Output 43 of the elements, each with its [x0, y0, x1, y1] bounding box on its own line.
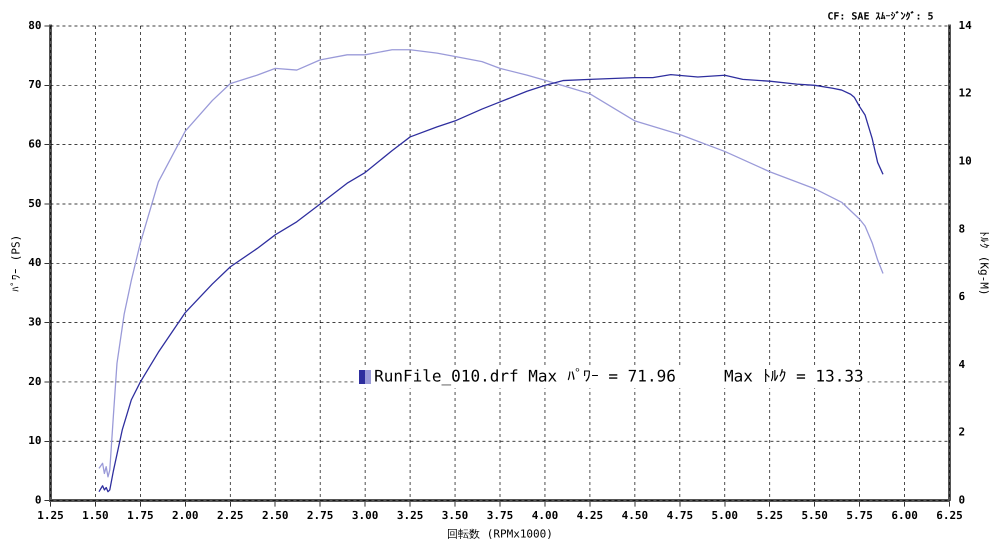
y-axis-title: ﾊﾟﾜｰ (PS)	[9, 234, 22, 292]
y2-tick-label: 10	[958, 154, 972, 168]
x-tick-label: 5.50	[801, 509, 828, 522]
y-tick-label: 20	[28, 374, 42, 388]
x-tick-label: 3.75	[486, 509, 514, 522]
x-tick-label: 2.75	[306, 509, 334, 522]
x-tick-label: 3.25	[396, 509, 424, 522]
x-tick-label: 1.75	[127, 509, 154, 522]
y-tick-label: 10	[28, 434, 42, 448]
y2-tick-label: 8	[958, 222, 966, 236]
x-tick-label: 3.00	[352, 509, 378, 522]
y-tick-label: 80	[28, 18, 42, 32]
y2-tick-label: 12	[958, 86, 972, 100]
x-tick-label: 5.00	[712, 509, 738, 522]
y2-tick-label: 4	[958, 358, 966, 371]
x-tick-label: 6.25	[936, 509, 963, 522]
y2-tick-label: 2	[958, 426, 966, 439]
y2-tick-label: 14	[958, 18, 972, 32]
x-tick-label: 2.00	[172, 509, 199, 522]
annotation: RunFile_010.drf Max ﾊﾟﾜｰ = 71.96 Max ﾄﾙｸ = 13.33	[374, 366, 864, 386]
y2-tick-label: 0	[958, 493, 966, 506]
y-tick-label: 30	[28, 315, 42, 328]
y-tick-label: 50	[28, 196, 42, 210]
x-tick-label: 6.00	[891, 509, 918, 522]
x-tick-label: 3.50	[442, 509, 468, 522]
x-tick-label: 2.25	[217, 509, 244, 522]
text: CF: SAE ｽﾑｰｼﾞﾝｸﾞ: 5	[827, 10, 934, 23]
x-tick-label: 1.25	[37, 509, 64, 522]
y2-axis-title: ﾄﾙｸ (Kg-M)	[978, 231, 991, 296]
x-tick-label: 5.75	[846, 509, 873, 522]
y-tick-label: 60	[28, 138, 42, 151]
x-tick-label: 4.75	[666, 509, 694, 522]
y2-tick-label: 6	[958, 290, 966, 304]
x-tick-label: 2.50	[262, 509, 288, 522]
x-tick-label: 4.00	[532, 509, 558, 522]
x-tick-label: 4.25	[576, 509, 604, 522]
x-tick-label: 4.50	[622, 509, 648, 522]
x-tick-label: 5.25	[756, 509, 783, 522]
x-axis-title: 回転数 (RPMx1000)	[447, 527, 553, 540]
y-tick-label: 0	[34, 493, 42, 506]
y-tick-label: 40	[28, 256, 42, 270]
x-tick-label: 1.50	[82, 509, 109, 522]
y-tick-label: 70	[28, 78, 42, 92]
